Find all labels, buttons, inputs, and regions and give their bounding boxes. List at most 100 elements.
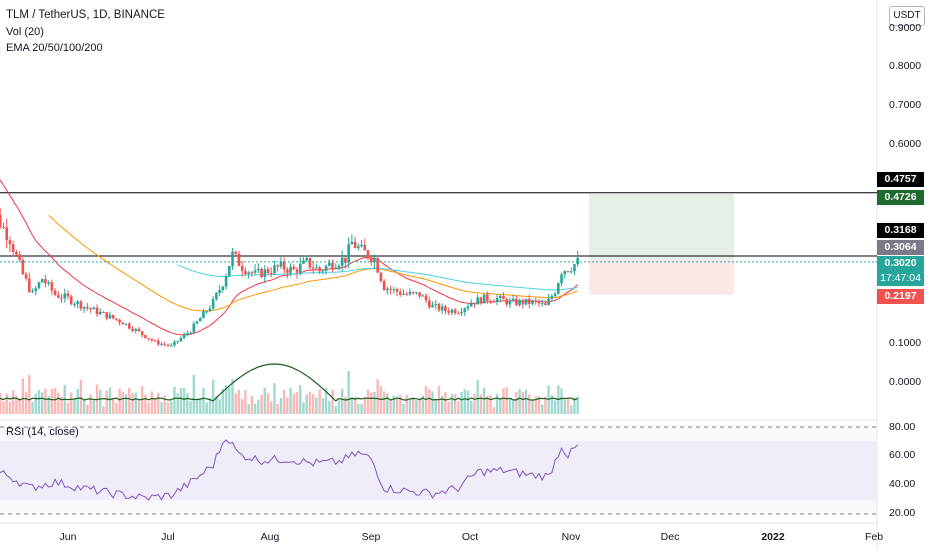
candle-body <box>482 294 486 304</box>
volume-bar <box>163 395 166 414</box>
candle-body <box>98 311 102 315</box>
candle-body <box>331 262 334 269</box>
x-tick: Nov <box>561 531 581 543</box>
candle-body <box>395 288 399 292</box>
candle-body <box>337 265 341 268</box>
volume-bar <box>457 401 460 414</box>
volume-bar <box>486 396 489 414</box>
candle-body <box>502 295 505 300</box>
volume-bar <box>344 396 347 414</box>
candle-body <box>340 257 344 266</box>
candle-body <box>308 258 312 268</box>
rsi-legend[interactable]: RSI (14, close) <box>6 426 79 438</box>
candle-body <box>79 301 83 309</box>
volume-bar <box>5 393 8 414</box>
rsi-tick: 60.00 <box>889 449 916 461</box>
volume-bar <box>373 391 376 414</box>
candle-body <box>392 288 396 290</box>
candle-body <box>276 265 279 267</box>
volume-bar <box>340 388 344 414</box>
candle-body <box>118 319 121 323</box>
candle-body <box>450 309 454 313</box>
volume-bar <box>524 389 528 414</box>
volume-bar <box>237 389 241 414</box>
x-tick: Feb <box>864 531 884 543</box>
volume-bar <box>21 378 25 414</box>
candle-body <box>373 258 376 263</box>
candle-body <box>298 263 302 273</box>
candle-body <box>160 343 163 345</box>
volume-legend[interactable]: Vol (20) <box>6 26 44 38</box>
volume-bar <box>208 397 212 414</box>
volume-bar <box>399 394 402 414</box>
price-badge: 0.3168 <box>877 223 924 238</box>
volume-bar <box>260 394 263 414</box>
symbol-legend[interactable]: TLM / TetherUS, 1D, BINANCE <box>6 9 165 21</box>
candle-body <box>173 341 176 346</box>
volume-bar <box>492 407 496 414</box>
x-tick: Aug <box>260 531 280 543</box>
candle-body <box>353 241 357 249</box>
candle-body <box>521 300 525 305</box>
volume-bar <box>218 399 221 414</box>
volume-bar <box>421 395 425 414</box>
price-badge: 0.4726 <box>877 190 924 205</box>
volume-bar <box>544 396 547 414</box>
candle-body <box>573 264 576 272</box>
candle-body <box>37 282 41 289</box>
candle-body <box>434 303 438 305</box>
volume-bar <box>266 393 270 414</box>
volume-bar <box>366 389 370 414</box>
volume-bar <box>353 396 357 414</box>
volume-bar <box>434 400 437 414</box>
candle-body <box>424 295 428 301</box>
volume-bar <box>128 388 131 414</box>
candle-body <box>166 344 170 346</box>
candle-body <box>569 271 573 273</box>
candle-body <box>498 295 502 298</box>
ema-legend[interactable]: EMA 20/50/100/200 <box>6 42 103 54</box>
candle-body <box>150 339 154 341</box>
candle-body <box>273 265 276 274</box>
currency-button[interactable]: USDT <box>889 6 925 26</box>
candle-body <box>269 273 273 275</box>
candle-body <box>18 254 21 260</box>
candle-body <box>311 267 315 269</box>
candle-body <box>57 294 60 298</box>
candle-body <box>60 297 63 299</box>
volume-bar <box>537 396 541 414</box>
candle-body <box>344 257 347 263</box>
volume-bar <box>573 397 576 414</box>
volume-bar <box>99 389 102 414</box>
candle-body <box>366 250 370 258</box>
volume-bar <box>173 386 176 414</box>
volume-bar <box>282 389 286 414</box>
volume-bar <box>408 399 412 414</box>
candle-body <box>263 269 267 278</box>
candle-body <box>547 298 550 306</box>
candle-body <box>5 227 9 241</box>
candle-body <box>176 341 179 343</box>
volume-bar <box>450 394 454 414</box>
candle-body <box>227 265 231 276</box>
volume-bar <box>440 395 444 414</box>
candle-body <box>147 338 150 340</box>
candle-body <box>53 290 57 295</box>
price-badge: 0.3064 <box>877 240 924 255</box>
volume-bar <box>257 399 260 414</box>
stop-zone <box>589 260 734 295</box>
volume-bar <box>40 392 44 414</box>
candle-body <box>479 297 483 304</box>
volume-bar <box>28 375 31 414</box>
volume-bar <box>363 397 366 414</box>
candle-body <box>15 251 18 255</box>
volume-bar <box>295 392 299 414</box>
candle-body <box>250 272 254 274</box>
volume-bar <box>305 394 308 414</box>
volume-bar <box>521 391 525 414</box>
volume-bar <box>386 393 389 414</box>
volume-bar <box>202 388 205 414</box>
volume-bar <box>347 371 350 414</box>
candle-body <box>47 282 50 284</box>
